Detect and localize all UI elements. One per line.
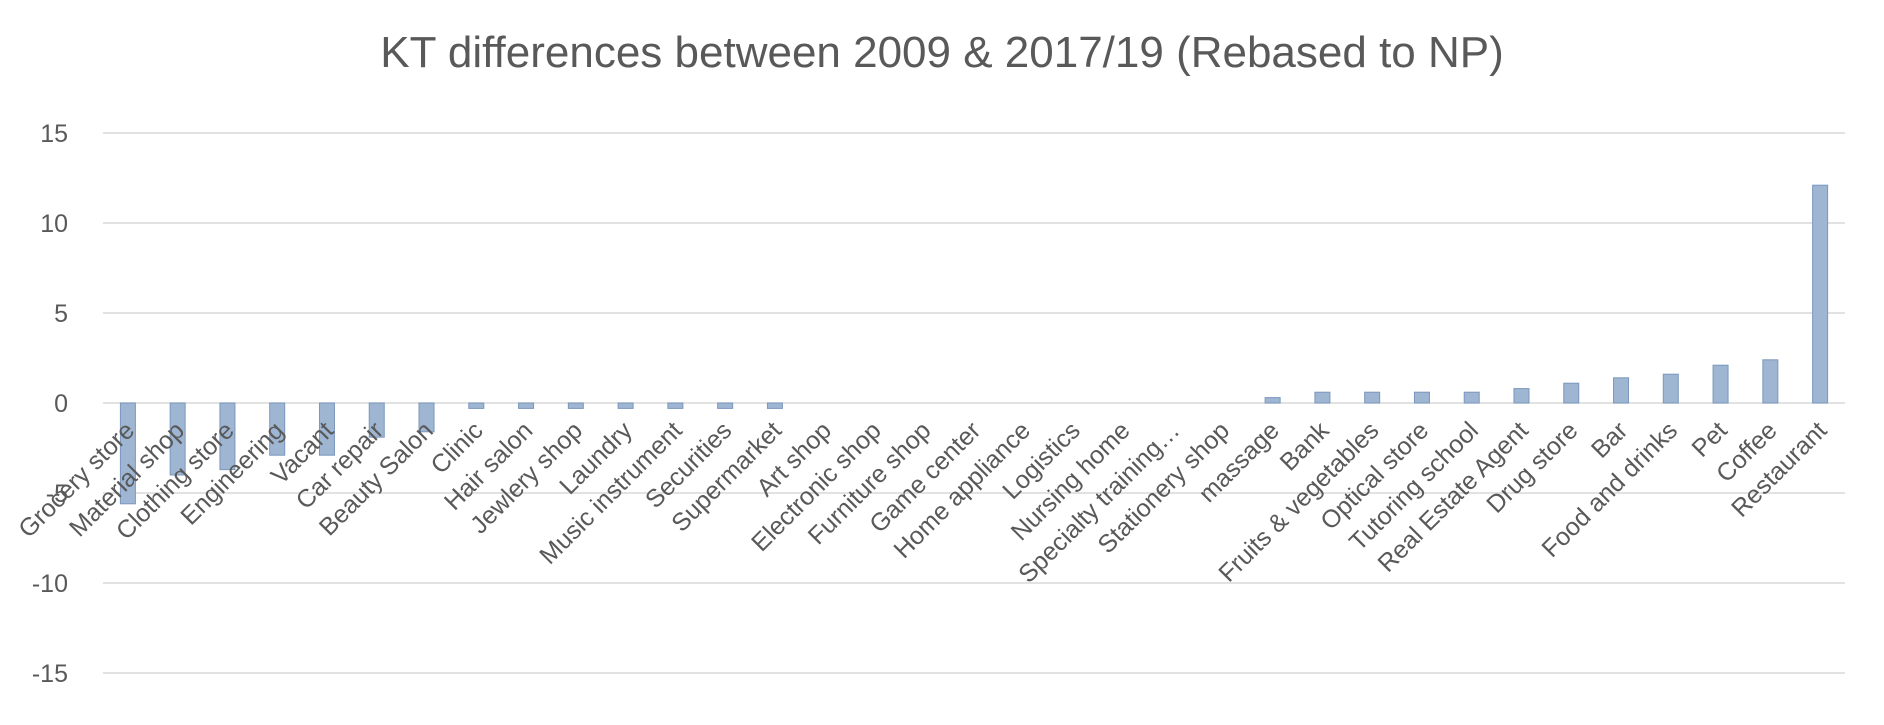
bars: [119, 184, 1829, 505]
bar: [567, 402, 584, 409]
bar: [1314, 391, 1331, 404]
bar: [717, 402, 734, 409]
bar: [667, 402, 684, 409]
bar: [766, 402, 783, 409]
bar: [169, 402, 186, 476]
gridlines: [103, 132, 1845, 674]
chart-title: KT differences between 2009 & 2017/19 (R…: [380, 28, 1504, 77]
y-tick-label: 0: [54, 390, 68, 418]
bar: [269, 402, 286, 456]
y-tick-label: -10: [32, 570, 68, 598]
y-tick-label: -5: [46, 480, 68, 508]
bar: [1513, 388, 1530, 404]
bar: [1463, 391, 1480, 404]
bar: [1413, 391, 1430, 404]
bar: [119, 402, 136, 505]
y-tick-label: 15: [40, 120, 68, 148]
bar: [617, 402, 634, 409]
bar: [418, 402, 435, 433]
bar: [368, 402, 385, 438]
bar: [1812, 184, 1829, 404]
y-axis-ticks: 15 10 5 0 -5 -10 -15: [32, 120, 68, 688]
bar: [219, 402, 236, 471]
bar: [1712, 364, 1729, 404]
bar: [1662, 373, 1679, 404]
bar: [1563, 382, 1580, 404]
y-tick-label: 10: [40, 210, 68, 238]
y-tick-label: 5: [54, 300, 68, 328]
bar: [1762, 359, 1779, 404]
bar: [1613, 377, 1630, 404]
bar: [468, 402, 485, 409]
bar: [518, 402, 535, 409]
bar: [1364, 391, 1381, 404]
bar: [1264, 397, 1281, 404]
bar: [318, 402, 335, 456]
y-tick-label: -15: [32, 660, 68, 688]
